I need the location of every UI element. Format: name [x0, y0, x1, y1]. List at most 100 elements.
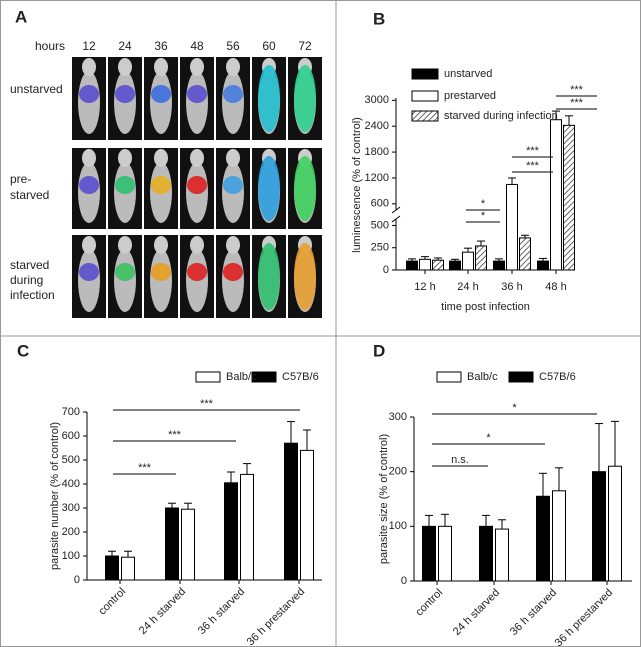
signal: [187, 263, 207, 281]
y-tick-label: 200: [62, 526, 80, 538]
bar: [449, 260, 461, 271]
bar: [506, 183, 518, 271]
mouse-head: [190, 236, 204, 254]
significance-label: *: [481, 210, 486, 222]
legend-label: C57B/6: [282, 371, 319, 383]
mouse-head: [226, 149, 240, 167]
signal: [115, 263, 135, 281]
x-tick-label: control: [413, 587, 445, 619]
bar: [121, 556, 135, 581]
bar: [475, 245, 487, 271]
significance-label: ***: [168, 429, 182, 441]
significance-label: ***: [200, 398, 214, 410]
legend-swatch: [411, 110, 439, 122]
panel-label: C: [17, 341, 29, 360]
y-tick-label: 100: [389, 520, 407, 532]
bar: [240, 473, 254, 581]
signal: [294, 156, 316, 221]
signal: [258, 243, 280, 310]
x-tick-label: control: [96, 586, 128, 618]
legend-swatch: [411, 68, 439, 80]
x-tick-label: 36 h: [501, 281, 522, 293]
x-tick-label: 36 h starved: [196, 586, 247, 637]
bar: [422, 525, 436, 582]
x-tick-label: 24 h starved: [137, 586, 188, 637]
significance-label: *: [512, 402, 517, 414]
legend-swatch: [195, 371, 221, 383]
y-tick-label: 3000: [365, 94, 389, 106]
mouse-head: [154, 58, 168, 76]
axis-break: [391, 206, 401, 214]
signal: [151, 176, 171, 194]
legend-label: Balb/c: [467, 371, 498, 383]
y-tick-label: 300: [389, 411, 407, 423]
hour-label: 12: [82, 39, 96, 53]
significance-label: ***: [526, 160, 540, 172]
signal: [187, 176, 207, 194]
hour-label: 48: [190, 39, 204, 53]
y-axis-label: parasite number (% of control): [49, 422, 61, 570]
signal: [258, 65, 280, 132]
y-tick-label: 0: [401, 575, 407, 587]
mouse-head: [118, 149, 132, 167]
bar: [493, 260, 505, 271]
row-label: starved: [10, 258, 49, 272]
y-tick-label: 500: [371, 219, 389, 231]
significance-label: *: [481, 198, 486, 210]
hour-label: 36: [154, 39, 168, 53]
signal: [151, 263, 171, 281]
bar: [519, 237, 531, 271]
signal: [294, 243, 316, 310]
legend-swatch: [436, 371, 462, 383]
y-tick-label: 2400: [365, 120, 389, 132]
bar: [495, 528, 509, 582]
legend-swatch: [251, 371, 277, 383]
bar: [608, 465, 622, 582]
hour-label: 72: [298, 39, 312, 53]
panel-label: B: [373, 9, 385, 28]
y-tick-label: 200: [389, 466, 407, 478]
y-tick-label: 0: [383, 264, 389, 276]
significance-label: ***: [526, 145, 540, 157]
bar: [592, 471, 606, 582]
mouse-head: [154, 236, 168, 254]
signal: [187, 85, 207, 103]
significance-label: ***: [138, 462, 152, 474]
legend-label: unstarved: [444, 68, 492, 80]
hour-label: 24: [118, 39, 132, 53]
mouse-head: [226, 236, 240, 254]
x-tick-label: 24 h starved: [451, 587, 502, 638]
significance-label: ***: [570, 84, 584, 96]
signal: [223, 176, 243, 194]
x-axis-label: time post infection: [441, 301, 530, 313]
x-tick-label: 24 h: [457, 281, 478, 293]
panel-label: D: [373, 341, 385, 360]
legend-label: prestarved: [444, 90, 496, 102]
y-tick-label: 100: [62, 550, 80, 562]
x-tick-label: 12 h: [414, 281, 435, 293]
row-label: unstarved: [10, 82, 63, 96]
row-label: infection: [10, 288, 55, 302]
bar: [438, 525, 452, 582]
mouse-head: [82, 149, 96, 167]
y-tick-label: 250: [371, 242, 389, 254]
y-tick-label: 0: [74, 574, 80, 586]
signal: [151, 85, 171, 103]
y-tick-label: 600: [371, 198, 389, 210]
mouse-head: [118, 236, 132, 254]
bar: [181, 508, 195, 581]
signal: [79, 85, 99, 103]
axis-break: [391, 215, 401, 223]
y-tick-label: 400: [62, 478, 80, 490]
bar: [550, 119, 562, 271]
y-tick-label: 600: [62, 430, 80, 442]
signal: [294, 65, 316, 132]
y-axis-label: luminescence (% of control): [351, 117, 363, 253]
bar: [536, 495, 550, 582]
row-label: pre-: [10, 172, 31, 186]
mouse-head: [82, 58, 96, 76]
y-tick-label: 700: [62, 406, 80, 418]
panel-label: A: [15, 7, 27, 26]
legend-label: C57B/6: [539, 371, 576, 383]
